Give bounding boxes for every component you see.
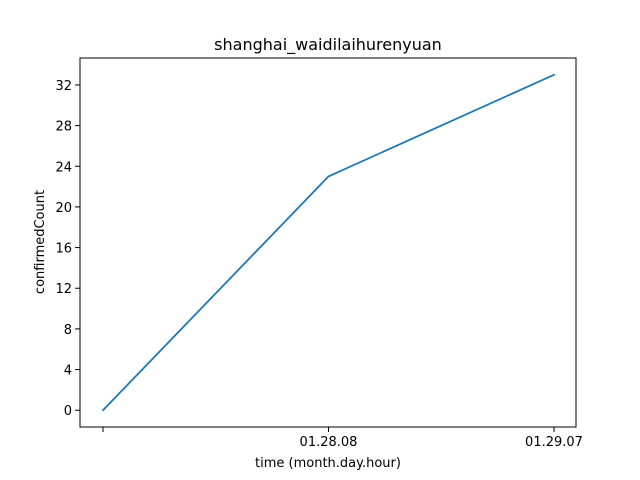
y-tick-label: 4 [64, 364, 72, 379]
x-tick-label: 01.29.07 [525, 435, 583, 450]
chart-title: shanghai_waidilaihurenyuan [214, 35, 442, 55]
y-tick-label: 24 [55, 160, 72, 175]
x-axis-label: time (month.day.hour) [255, 456, 401, 471]
y-axis-label: confirmedCount [33, 190, 48, 294]
plot-frame [79, 57, 577, 428]
y-tick-label: 32 [55, 79, 72, 94]
x-axis-ticks: 01.28.08 01.29.07 [102, 427, 583, 450]
y-tick-label: 0 [64, 404, 72, 419]
series-line [102, 73, 555, 412]
x-tick-label: 01.28.08 [300, 435, 358, 450]
y-tick-label: 8 [64, 323, 72, 338]
y-axis-ticks: 0 4 8 12 16 20 24 28 32 [55, 79, 80, 419]
y-tick-label: 20 [55, 201, 72, 216]
y-tick-label: 16 [55, 242, 72, 257]
y-tick-label: 28 [55, 120, 72, 135]
y-tick-label: 12 [55, 282, 72, 297]
series-layer [102, 73, 555, 412]
